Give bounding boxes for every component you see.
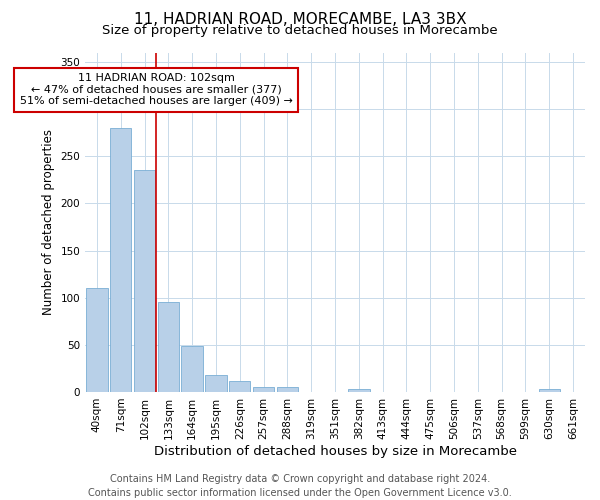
- X-axis label: Distribution of detached houses by size in Morecambe: Distribution of detached houses by size …: [154, 444, 517, 458]
- Bar: [253, 387, 274, 392]
- Bar: [86, 288, 107, 392]
- Text: Size of property relative to detached houses in Morecambe: Size of property relative to detached ho…: [102, 24, 498, 37]
- Text: Contains HM Land Registry data © Crown copyright and database right 2024.
Contai: Contains HM Land Registry data © Crown c…: [88, 474, 512, 498]
- Text: 11 HADRIAN ROAD: 102sqm
← 47% of detached houses are smaller (377)
51% of semi-d: 11 HADRIAN ROAD: 102sqm ← 47% of detache…: [20, 73, 293, 106]
- Bar: [229, 380, 250, 392]
- Bar: [205, 375, 227, 392]
- Bar: [181, 346, 203, 392]
- Bar: [277, 387, 298, 392]
- Y-axis label: Number of detached properties: Number of detached properties: [42, 129, 55, 315]
- Bar: [348, 389, 370, 392]
- Bar: [158, 302, 179, 392]
- Bar: [134, 170, 155, 392]
- Text: 11, HADRIAN ROAD, MORECAMBE, LA3 3BX: 11, HADRIAN ROAD, MORECAMBE, LA3 3BX: [134, 12, 466, 28]
- Bar: [110, 128, 131, 392]
- Bar: [539, 389, 560, 392]
